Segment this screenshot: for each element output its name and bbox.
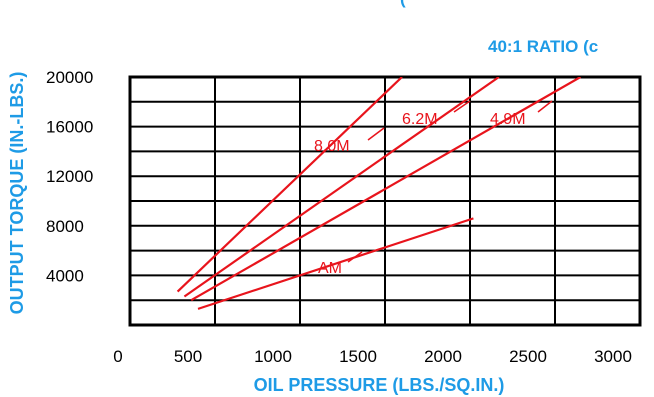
x-tick-label: 0: [113, 347, 122, 366]
series-label-leader: [537, 100, 553, 113]
series-line-4-9m: [190, 77, 582, 302]
x-axis-label: OIL PRESSURE (LBS./SQ.IN.): [254, 375, 505, 395]
series-label-8-0m: 8.0M: [314, 138, 350, 155]
series-label-leader: [453, 100, 471, 113]
series-line-6-2m: [183, 77, 500, 298]
y-tick-label: 4000: [46, 266, 84, 285]
y-axis-label: OUTPUT TORQUE (IN.-LBS.): [7, 72, 27, 315]
y-tick-label: 16000: [46, 118, 93, 137]
y-tick-label: 8000: [46, 217, 84, 236]
series-label-leader: [367, 127, 385, 141]
y-tick-label: 12000: [46, 167, 93, 186]
x-tick-label: 1500: [339, 347, 377, 366]
series-line-am: [197, 217, 474, 310]
x-tick-label: 2500: [509, 347, 547, 366]
plot-frame: [128, 75, 642, 327]
chart-series-labels: 8.0M 6.2M 4.9M AM: [314, 100, 553, 277]
x-tick-label: 3000: [594, 347, 632, 366]
chart-title: 40:1 RATIO (c: [488, 37, 598, 56]
chart-title-fragment: (: [400, 0, 406, 8]
chart-tick-labels: 0 500 1000 1500 2000 2500 3000 4000 8000 12000 160…: [46, 68, 632, 366]
chart-series: [176, 77, 582, 310]
chart-grid: [128, 75, 642, 327]
x-tick-label: 2000: [424, 347, 462, 366]
x-tick-label: 500: [174, 347, 202, 366]
series-label-6-2m: 6.2M: [402, 111, 438, 128]
y-tick-label: 20000: [46, 68, 93, 87]
series-label-leader: [347, 251, 363, 263]
x-tick-label: 1000: [254, 347, 292, 366]
series-line-8-0m: [176, 77, 403, 293]
series-label-am: AM: [318, 260, 342, 277]
series-label-4-9m: 4.9M: [490, 111, 526, 128]
